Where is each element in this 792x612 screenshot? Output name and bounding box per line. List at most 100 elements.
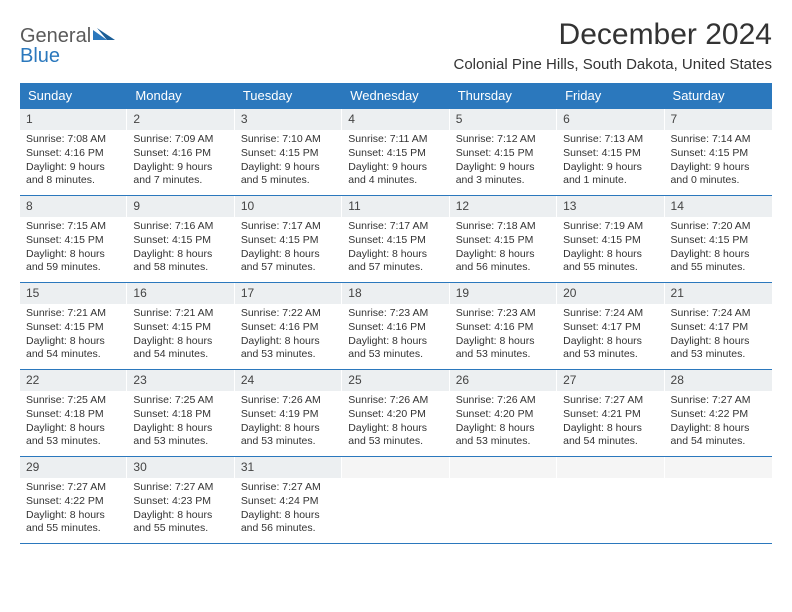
day-cell: 26Sunrise: 7:26 AMSunset: 4:20 PMDayligh… [450, 370, 557, 456]
day-header: Friday [557, 83, 664, 108]
day-number: 20 [557, 283, 664, 304]
sunset-text: Sunset: 4:15 PM [563, 234, 658, 247]
calendar-page: General Blue December 2024 Colonial Pine… [0, 0, 792, 612]
day-body: Sunrise: 7:24 AMSunset: 4:17 PMDaylight:… [557, 304, 664, 369]
daylight-text: Daylight: 9 hours and 8 minutes. [26, 161, 121, 187]
day-body: Sunrise: 7:08 AMSunset: 4:16 PMDaylight:… [20, 130, 127, 195]
day-number: 3 [235, 109, 342, 130]
day-cell: 28Sunrise: 7:27 AMSunset: 4:22 PMDayligh… [665, 370, 772, 456]
day-number: 8 [20, 196, 127, 217]
sunset-text: Sunset: 4:20 PM [456, 408, 551, 421]
sunrise-text: Sunrise: 7:16 AM [133, 220, 228, 233]
day-body: Sunrise: 7:19 AMSunset: 4:15 PMDaylight:… [557, 217, 664, 282]
day-body: Sunrise: 7:27 AMSunset: 4:22 PMDaylight:… [665, 391, 772, 456]
day-body: Sunrise: 7:22 AMSunset: 4:16 PMDaylight:… [235, 304, 342, 369]
daylight-text: Daylight: 8 hours and 53 minutes. [241, 422, 336, 448]
month-title: December 2024 [453, 18, 772, 52]
sunset-text: Sunset: 4:15 PM [133, 321, 228, 334]
daylight-text: Daylight: 8 hours and 56 minutes. [456, 248, 551, 274]
day-number: 18 [342, 283, 449, 304]
calendar-grid: Sunday Monday Tuesday Wednesday Thursday… [20, 83, 772, 544]
daylight-text: Daylight: 8 hours and 54 minutes. [671, 422, 766, 448]
day-body: Sunrise: 7:17 AMSunset: 4:15 PMDaylight:… [235, 217, 342, 282]
day-cell: 17Sunrise: 7:22 AMSunset: 4:16 PMDayligh… [235, 283, 342, 369]
sunset-text: Sunset: 4:15 PM [671, 147, 766, 160]
sunrise-text: Sunrise: 7:27 AM [671, 394, 766, 407]
sunrise-text: Sunrise: 7:25 AM [26, 394, 121, 407]
sunrise-text: Sunrise: 7:18 AM [456, 220, 551, 233]
day-body: Sunrise: 7:10 AMSunset: 4:15 PMDaylight:… [235, 130, 342, 195]
day-number [557, 457, 664, 478]
day-body: Sunrise: 7:24 AMSunset: 4:17 PMDaylight:… [665, 304, 772, 369]
daylight-text: Daylight: 8 hours and 53 minutes. [348, 335, 443, 361]
sunrise-text: Sunrise: 7:26 AM [241, 394, 336, 407]
sunset-text: Sunset: 4:15 PM [456, 147, 551, 160]
sunrise-text: Sunrise: 7:21 AM [133, 307, 228, 320]
day-number: 5 [450, 109, 557, 130]
sunset-text: Sunset: 4:17 PM [671, 321, 766, 334]
day-header: Saturday [665, 83, 772, 108]
day-body: Sunrise: 7:27 AMSunset: 4:24 PMDaylight:… [235, 478, 342, 543]
daylight-text: Daylight: 8 hours and 53 minutes. [563, 335, 658, 361]
day-body: Sunrise: 7:25 AMSunset: 4:18 PMDaylight:… [127, 391, 234, 456]
day-header: Sunday [20, 83, 127, 108]
logo-mark-icon [93, 24, 115, 40]
daylight-text: Daylight: 8 hours and 53 minutes. [133, 422, 228, 448]
day-number: 1 [20, 109, 127, 130]
sunrise-text: Sunrise: 7:23 AM [348, 307, 443, 320]
daylight-text: Daylight: 8 hours and 59 minutes. [26, 248, 121, 274]
day-header: Wednesday [342, 83, 449, 108]
sunset-text: Sunset: 4:22 PM [26, 495, 121, 508]
day-body: Sunrise: 7:11 AMSunset: 4:15 PMDaylight:… [342, 130, 449, 195]
day-number [342, 457, 449, 478]
sunset-text: Sunset: 4:17 PM [563, 321, 658, 334]
day-cell: 27Sunrise: 7:27 AMSunset: 4:21 PMDayligh… [557, 370, 664, 456]
daylight-text: Daylight: 8 hours and 53 minutes. [241, 335, 336, 361]
daylight-text: Daylight: 8 hours and 53 minutes. [456, 335, 551, 361]
day-cell: 9Sunrise: 7:16 AMSunset: 4:15 PMDaylight… [127, 196, 234, 282]
day-header: Monday [127, 83, 234, 108]
sunset-text: Sunset: 4:15 PM [133, 234, 228, 247]
day-cell [342, 457, 449, 543]
sunrise-text: Sunrise: 7:19 AM [563, 220, 658, 233]
day-number: 4 [342, 109, 449, 130]
sunset-text: Sunset: 4:24 PM [241, 495, 336, 508]
sunset-text: Sunset: 4:16 PM [133, 147, 228, 160]
sunrise-text: Sunrise: 7:17 AM [241, 220, 336, 233]
day-body: Sunrise: 7:12 AMSunset: 4:15 PMDaylight:… [450, 130, 557, 195]
day-body: Sunrise: 7:26 AMSunset: 4:20 PMDaylight:… [450, 391, 557, 456]
sunrise-text: Sunrise: 7:21 AM [26, 307, 121, 320]
day-body: Sunrise: 7:26 AMSunset: 4:20 PMDaylight:… [342, 391, 449, 456]
sunrise-text: Sunrise: 7:20 AM [671, 220, 766, 233]
day-cell [665, 457, 772, 543]
day-cell [557, 457, 664, 543]
sunset-text: Sunset: 4:15 PM [456, 234, 551, 247]
sunrise-text: Sunrise: 7:10 AM [241, 133, 336, 146]
sunset-text: Sunset: 4:15 PM [241, 234, 336, 247]
logo-word-1: General [20, 25, 91, 47]
day-number: 10 [235, 196, 342, 217]
day-number: 22 [20, 370, 127, 391]
sunrise-text: Sunrise: 7:27 AM [241, 481, 336, 494]
day-body: Sunrise: 7:09 AMSunset: 4:16 PMDaylight:… [127, 130, 234, 195]
week-row: 1Sunrise: 7:08 AMSunset: 4:16 PMDaylight… [20, 108, 772, 195]
daylight-text: Daylight: 8 hours and 55 minutes. [133, 509, 228, 535]
day-cell: 2Sunrise: 7:09 AMSunset: 4:16 PMDaylight… [127, 109, 234, 195]
day-body: Sunrise: 7:27 AMSunset: 4:21 PMDaylight:… [557, 391, 664, 456]
day-number: 13 [557, 196, 664, 217]
sunset-text: Sunset: 4:15 PM [671, 234, 766, 247]
day-number: 16 [127, 283, 234, 304]
sunset-text: Sunset: 4:15 PM [348, 234, 443, 247]
sunset-text: Sunset: 4:15 PM [563, 147, 658, 160]
sunrise-text: Sunrise: 7:12 AM [456, 133, 551, 146]
sunset-text: Sunset: 4:19 PM [241, 408, 336, 421]
day-number: 15 [20, 283, 127, 304]
week-row: 8Sunrise: 7:15 AMSunset: 4:15 PMDaylight… [20, 195, 772, 282]
day-cell: 11Sunrise: 7:17 AMSunset: 4:15 PMDayligh… [342, 196, 449, 282]
weeks-container: 1Sunrise: 7:08 AMSunset: 4:16 PMDaylight… [20, 108, 772, 543]
day-number: 14 [665, 196, 772, 217]
sunset-text: Sunset: 4:15 PM [241, 147, 336, 160]
sunset-text: Sunset: 4:18 PM [133, 408, 228, 421]
day-number: 17 [235, 283, 342, 304]
day-cell: 19Sunrise: 7:23 AMSunset: 4:16 PMDayligh… [450, 283, 557, 369]
